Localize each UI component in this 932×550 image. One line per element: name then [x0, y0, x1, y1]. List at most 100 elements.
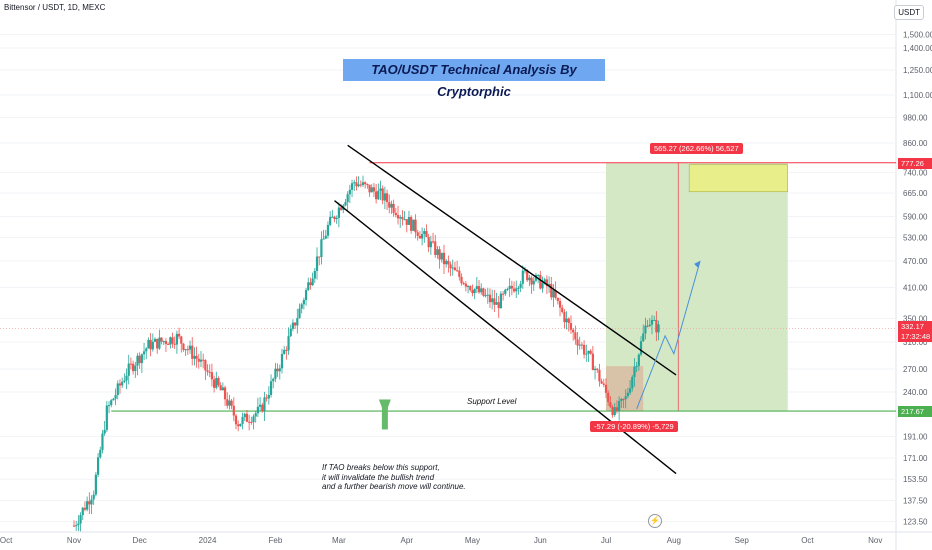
candle: [512, 288, 516, 292]
x-tick-label: Oct: [801, 536, 814, 545]
candle: [318, 256, 321, 258]
candle: [145, 348, 148, 352]
candle: [278, 368, 281, 372]
candle: [383, 193, 386, 201]
candle: [482, 288, 485, 296]
candle: [420, 234, 424, 239]
candle: [215, 378, 218, 388]
candle: [655, 319, 658, 333]
candle: [543, 279, 546, 283]
candle: [228, 400, 231, 406]
candle: [296, 318, 299, 326]
candle: [569, 323, 573, 330]
candle: [132, 363, 135, 372]
candle: [90, 499, 93, 505]
candle: [287, 336, 290, 351]
candle: [105, 405, 108, 430]
candle: [322, 238, 325, 240]
candle: [609, 402, 612, 407]
candle: [653, 319, 656, 321]
candle: [528, 277, 531, 281]
candle: [107, 405, 111, 407]
candle: [598, 369, 601, 382]
candle: [438, 249, 441, 260]
y-tick-label: 350.00: [903, 314, 928, 323]
candle: [83, 507, 87, 510]
candle: [283, 349, 286, 354]
candle: [488, 294, 492, 303]
candle: [394, 212, 397, 216]
candle: [451, 267, 454, 269]
candle: [447, 260, 450, 265]
y-tick-label: 153.50: [903, 475, 928, 484]
projected-path: [636, 260, 701, 410]
candle: [149, 339, 152, 350]
candle: [473, 288, 476, 294]
countdown-tag: 17:32:48: [898, 331, 932, 342]
candle: [110, 400, 113, 406]
candle: [241, 417, 244, 424]
candle: [495, 302, 498, 305]
candle: [639, 341, 643, 355]
candle: [585, 353, 588, 355]
candle: [607, 392, 610, 403]
y-tick-label: 980.00: [903, 114, 928, 123]
candle: [618, 400, 621, 411]
candle: [180, 336, 183, 344]
candle: [123, 380, 126, 382]
x-tick-label: Apr: [401, 536, 414, 545]
candle: [379, 188, 382, 191]
candle: [265, 397, 268, 399]
x-tick-label: Jun: [534, 536, 547, 545]
candle: [392, 203, 395, 213]
candle: [256, 406, 260, 414]
candle: [121, 381, 124, 386]
candle: [456, 270, 459, 272]
y-tick-label: 860.00: [903, 139, 928, 148]
candle: [160, 337, 163, 342]
candle: [646, 325, 649, 327]
candle: [267, 394, 270, 399]
candle: [167, 343, 170, 345]
x-tick-label: Aug: [667, 536, 681, 545]
candle: [436, 249, 439, 255]
arrow-shaft: [381, 399, 388, 430]
candle: [464, 283, 467, 287]
candle: [462, 283, 465, 285]
y-tick-label: 530.00: [903, 233, 928, 242]
candle: [390, 203, 393, 208]
candle: [429, 241, 432, 248]
candle: [613, 407, 616, 416]
candle: [175, 333, 178, 345]
candle: [269, 381, 273, 395]
candle: [129, 363, 133, 365]
candle: [401, 217, 404, 220]
x-tick-label: Dec: [133, 536, 147, 545]
candle: [547, 283, 551, 287]
candle: [304, 289, 308, 300]
candle: [315, 256, 319, 271]
candle: [206, 370, 209, 372]
candle: [335, 217, 338, 219]
candle: [587, 350, 590, 354]
lightning-icon[interactable]: ⚡: [648, 514, 662, 528]
candle: [366, 184, 369, 186]
candle: [202, 359, 205, 361]
candle: [561, 307, 564, 312]
candle: [112, 398, 115, 401]
candle: [657, 324, 660, 333]
candle: [219, 385, 222, 391]
candle: [213, 379, 216, 388]
candle: [368, 184, 371, 193]
note-line: and a further bearish move will continue…: [322, 482, 466, 491]
candle: [333, 216, 336, 219]
candle: [307, 282, 310, 290]
candle: [355, 182, 358, 187]
x-tick-label: Jul: [601, 536, 611, 545]
candle: [339, 207, 343, 210]
candle: [405, 219, 408, 225]
currency-button[interactable]: USDT: [894, 5, 924, 20]
candle: [526, 270, 529, 281]
candle: [239, 423, 242, 427]
candle: [381, 188, 384, 201]
